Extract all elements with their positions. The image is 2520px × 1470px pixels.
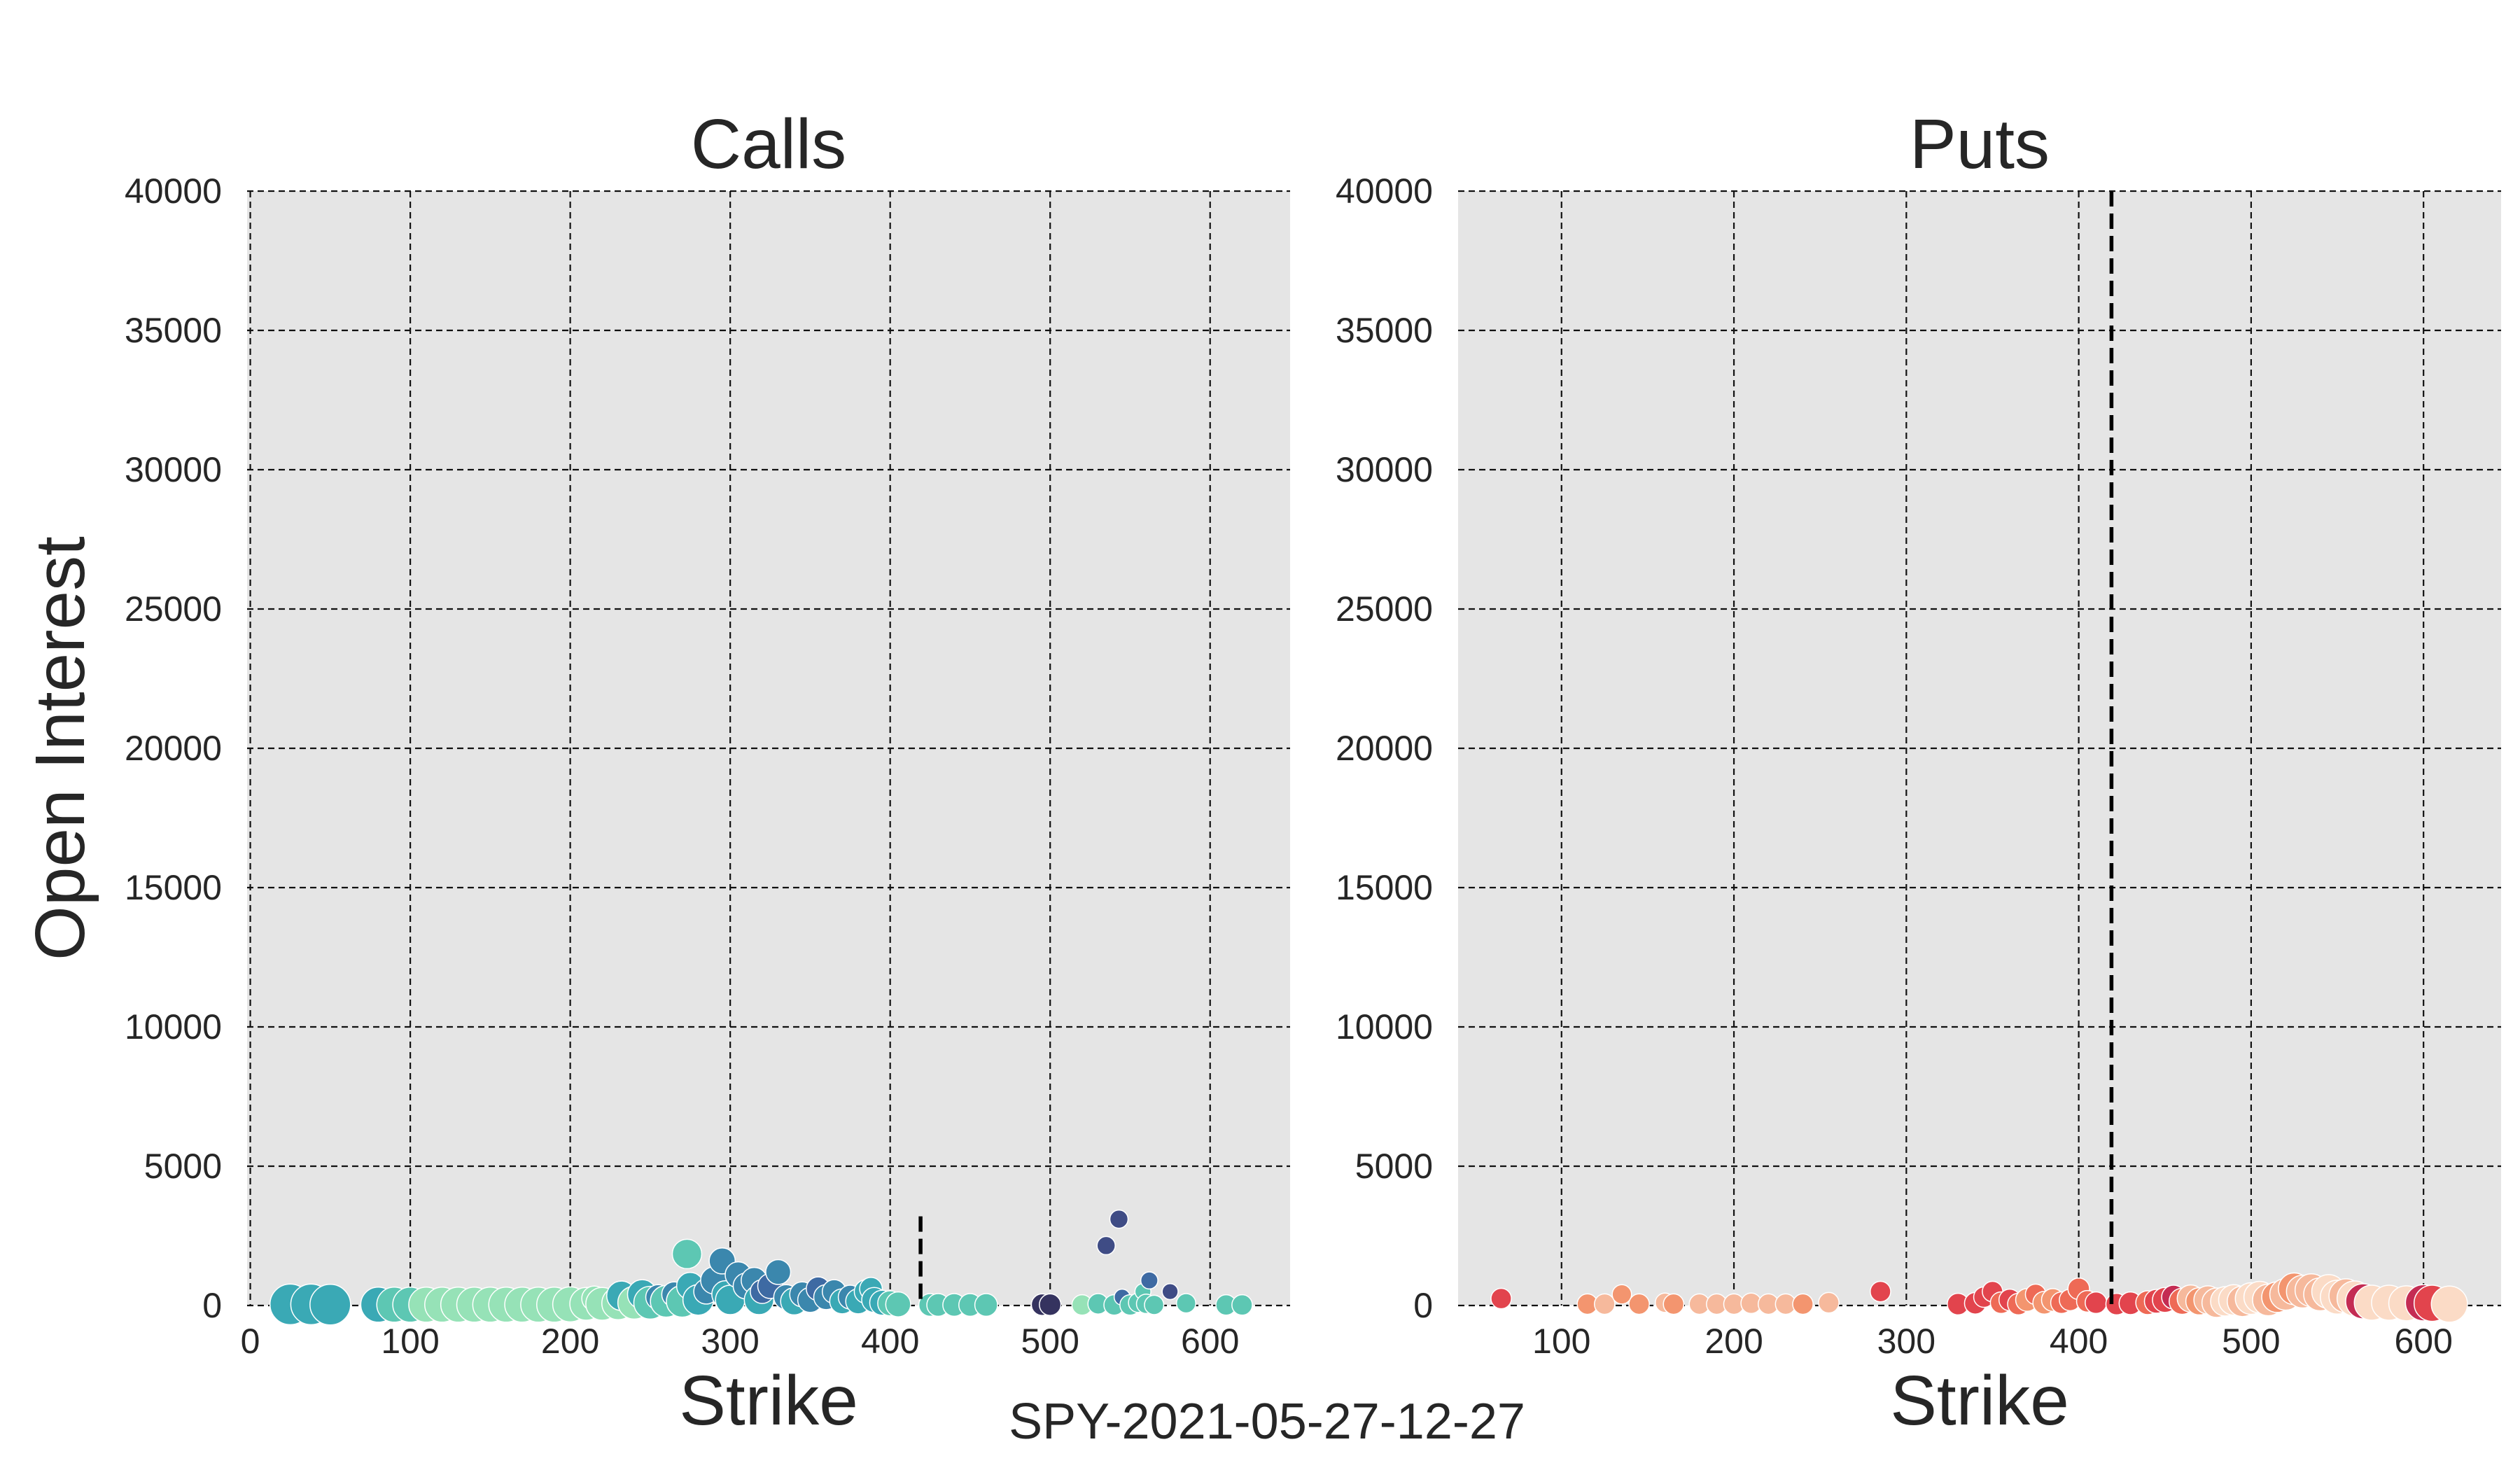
data-point [2085,1291,2108,1315]
panel-title: Puts [1910,105,2050,183]
y-tick-label: 35000 [1336,311,1433,350]
x-tick-label: 300 [1877,1322,1935,1361]
x-tick-label: 400 [861,1322,919,1361]
data-point [1611,1284,1632,1305]
y-axis-title: Open Interest [21,536,99,960]
panel-title: Calls [691,105,846,183]
x-tick-label: 200 [1704,1322,1763,1361]
y-tick-label: 40000 [1336,172,1433,211]
x-tick-label: 500 [2222,1322,2280,1361]
data-point [1818,1292,1840,1314]
data-point [1140,1271,1158,1290]
y-tick-label: 30000 [125,450,222,489]
data-point [1039,1293,1062,1316]
data-point [1593,1293,1616,1315]
y-tick-label: 20000 [1336,729,1433,768]
x-tick-label: 300 [701,1322,759,1361]
y-tick-label: 35000 [125,311,222,350]
x-tick-label: 500 [1021,1322,1079,1361]
y-tick-label: 25000 [1336,589,1433,629]
y-tick-label: 0 [202,1286,222,1325]
calls-panel: 0 100 200 300 400 500 600 0 5000 10000 15000 20000 2… [21,105,1290,1440]
y-tick-label: 25000 [125,589,222,629]
data-point [1231,1294,1253,1316]
y-tick-label: 0 [1413,1286,1433,1325]
data-point [1161,1282,1179,1301]
data-point [974,1293,998,1317]
y-tick-label: 5000 [144,1147,222,1186]
data-point [1490,1287,1512,1310]
data-point [885,1291,911,1317]
y-tick-label: 15000 [1336,868,1433,907]
data-point [309,1284,351,1326]
x-tick-label: 0 [241,1322,260,1361]
x-tick-label: 400 [2050,1322,2108,1361]
data-point [1109,1209,1129,1229]
x-axis-title: Strike [1890,1362,2069,1440]
data-point [2430,1285,2468,1323]
y-tick-label: 30000 [1336,450,1433,489]
x-tick-label: 100 [1532,1322,1590,1361]
data-point [1144,1294,1165,1315]
y-tick-label: 40000 [125,172,222,211]
figure-title: SPY-2021-05-27-12-27 [1009,1394,1525,1450]
data-point [1870,1280,1891,1303]
x-tick-label: 100 [381,1322,439,1361]
data-point [765,1259,792,1285]
data-point [1628,1293,1650,1315]
data-point [1096,1236,1116,1256]
x-axis-title: Strike [679,1362,858,1440]
y-tick-label: 20000 [125,729,222,768]
y-tick-label: 10000 [125,1007,222,1046]
x-tick-label: 200 [541,1322,599,1361]
y-tick-label: 5000 [1355,1147,1433,1186]
puts-panel: 100 200 300 400 500 600 0 5000 10000 15000 20000 25… [1336,105,2501,1440]
data-point [1792,1293,1814,1315]
x-tick-label: 600 [1181,1322,1239,1361]
data-point [1175,1293,1197,1314]
y-tick-label: 10000 [1336,1007,1433,1046]
data-point [671,1238,703,1270]
y-tick-label: 15000 [125,868,222,907]
x-tick-label: 600 [2394,1322,2452,1361]
data-point [1662,1293,1685,1315]
